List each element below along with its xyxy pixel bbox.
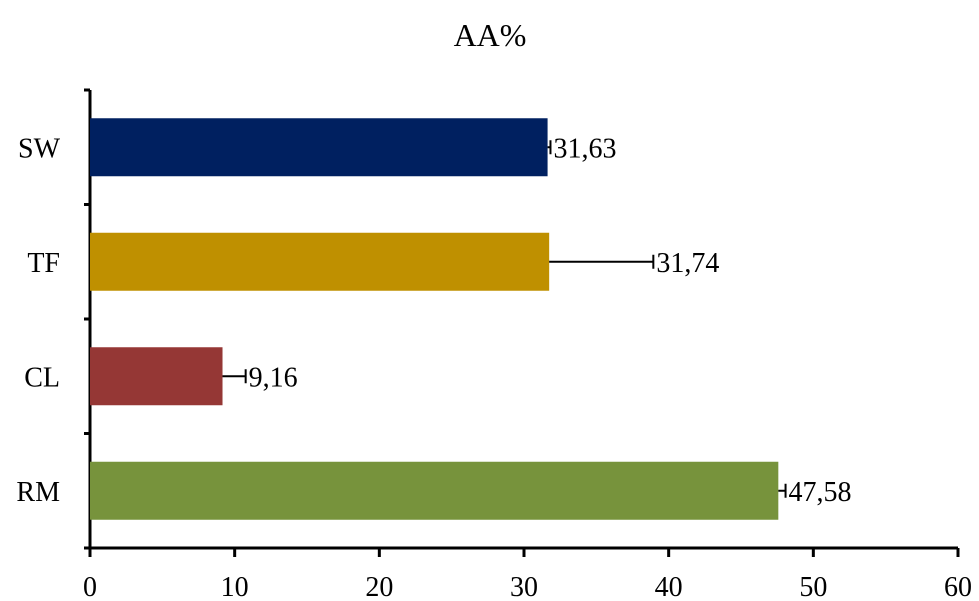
chart-title: AA%	[454, 17, 527, 53]
bar	[90, 232, 550, 291]
category-label: TF	[27, 248, 60, 279]
data-label: 31,74	[656, 248, 719, 279]
data-label: 31,63	[553, 133, 616, 164]
data-label: 47,58	[789, 477, 852, 508]
bar	[90, 347, 223, 406]
data-labels: 31,63 31,74 9,16 47,58	[249, 133, 852, 508]
x-tick-label: 40	[655, 572, 683, 601]
category-label: SW	[18, 133, 61, 164]
x-tick-label: 50	[799, 572, 827, 601]
bars	[90, 118, 779, 520]
bar	[90, 118, 548, 177]
category-label: RM	[16, 477, 60, 508]
error-bars	[222, 140, 787, 498]
category-label: CL	[24, 362, 60, 393]
x-tick-label: 0	[83, 572, 97, 601]
x-tick-label: 60	[944, 572, 972, 601]
x-tick-labels: 0 10 20 30 40 50 60	[83, 572, 972, 601]
x-tick-label: 20	[365, 572, 393, 601]
category-labels: SW TF CL RM	[16, 133, 60, 508]
data-label: 9,16	[249, 362, 298, 393]
x-tick-label: 10	[221, 572, 249, 601]
x-tick-label: 30	[510, 572, 538, 601]
bar	[90, 461, 779, 520]
